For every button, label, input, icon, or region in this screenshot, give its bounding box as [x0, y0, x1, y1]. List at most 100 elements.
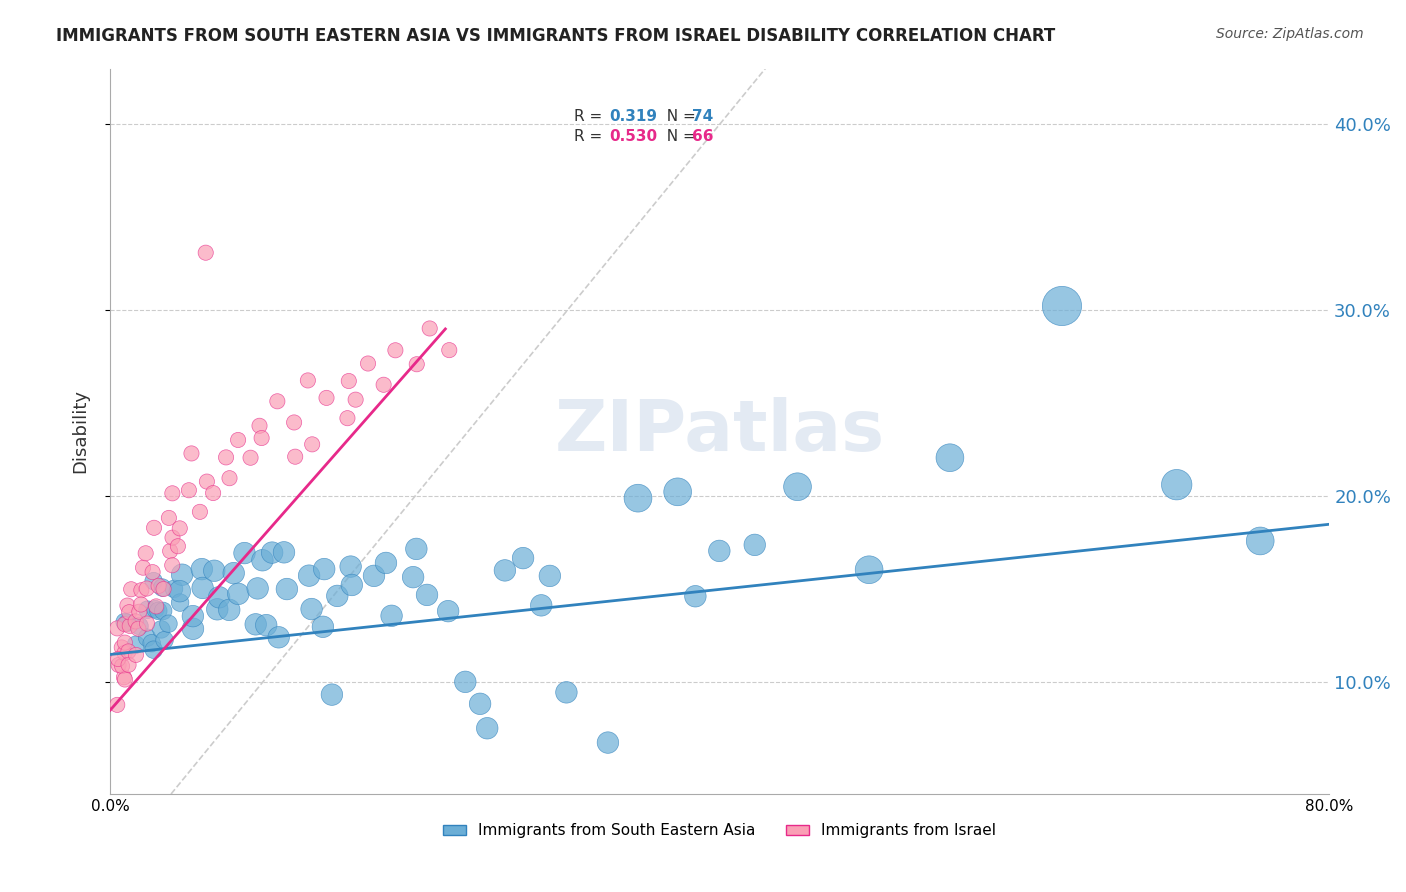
- Point: [233, 546, 256, 560]
- Point: [150, 581, 173, 595]
- Point: [111, 640, 134, 655]
- Point: [181, 622, 204, 636]
- Point: [136, 602, 159, 616]
- Point: [188, 505, 211, 519]
- Point: [142, 565, 165, 579]
- Point: [129, 598, 152, 612]
- Point: [384, 343, 406, 358]
- Point: [114, 673, 136, 687]
- Point: [1249, 533, 1271, 548]
- Text: 66: 66: [692, 129, 713, 145]
- Point: [160, 558, 183, 573]
- Point: [114, 617, 136, 632]
- Point: [744, 538, 766, 552]
- Point: [321, 688, 343, 702]
- Point: [162, 486, 184, 500]
- Point: [191, 581, 214, 595]
- Point: [301, 602, 323, 616]
- Text: 74: 74: [692, 109, 713, 124]
- Point: [177, 483, 200, 498]
- Text: IMMIGRANTS FROM SOUTH EASTERN ASIA VS IMMIGRANTS FROM ISRAEL DISABILITY CORRELAT: IMMIGRANTS FROM SOUTH EASTERN ASIA VS IM…: [56, 27, 1056, 45]
- Point: [117, 615, 139, 630]
- Point: [112, 670, 135, 684]
- Point: [167, 539, 190, 553]
- Point: [118, 619, 141, 633]
- Point: [297, 373, 319, 387]
- Point: [194, 245, 217, 260]
- Point: [148, 579, 170, 593]
- Point: [169, 584, 191, 599]
- Point: [437, 604, 460, 618]
- Point: [125, 638, 148, 652]
- Point: [685, 589, 707, 603]
- Point: [326, 589, 349, 603]
- Point: [336, 411, 359, 425]
- Point: [538, 569, 561, 583]
- Point: [150, 623, 173, 637]
- Point: [1050, 299, 1073, 313]
- Text: R =: R =: [574, 129, 612, 145]
- Point: [172, 567, 194, 582]
- Point: [252, 553, 274, 567]
- Point: [298, 568, 321, 582]
- Point: [858, 563, 880, 577]
- Point: [107, 652, 129, 666]
- Point: [337, 374, 360, 388]
- Point: [627, 491, 650, 505]
- Text: Source: ZipAtlas.com: Source: ZipAtlas.com: [1216, 27, 1364, 41]
- Point: [454, 674, 477, 689]
- Point: [124, 615, 146, 629]
- Text: N =: N =: [657, 109, 700, 124]
- Point: [195, 475, 218, 489]
- Point: [191, 562, 214, 576]
- Point: [218, 603, 240, 617]
- Point: [357, 357, 380, 371]
- Point: [157, 511, 180, 525]
- Point: [245, 617, 267, 632]
- Point: [136, 616, 159, 631]
- Text: ZIPatlas: ZIPatlas: [554, 397, 884, 466]
- Point: [202, 564, 225, 578]
- Point: [157, 616, 180, 631]
- Legend: Immigrants from South Eastern Asia, Immigrants from Israel: Immigrants from South Eastern Asia, Immi…: [437, 817, 1002, 845]
- Point: [142, 574, 165, 589]
- Point: [1166, 477, 1188, 491]
- Point: [153, 633, 176, 648]
- Text: R =: R =: [574, 109, 612, 124]
- Point: [494, 563, 516, 577]
- Point: [120, 582, 142, 597]
- Point: [340, 578, 363, 592]
- Point: [128, 619, 150, 633]
- Point: [301, 437, 323, 451]
- Point: [405, 541, 427, 556]
- Point: [250, 431, 273, 445]
- Point: [143, 521, 166, 535]
- Point: [468, 697, 491, 711]
- Point: [107, 657, 129, 672]
- Point: [145, 599, 167, 614]
- Point: [709, 544, 731, 558]
- Point: [416, 588, 439, 602]
- Point: [208, 591, 231, 605]
- Point: [128, 605, 150, 619]
- Y-axis label: Disability: Disability: [72, 389, 89, 474]
- Point: [266, 394, 288, 409]
- Point: [254, 618, 277, 632]
- Point: [239, 450, 262, 465]
- Point: [596, 735, 619, 749]
- Point: [215, 450, 238, 465]
- Point: [131, 583, 153, 598]
- Point: [135, 546, 157, 560]
- Point: [312, 620, 335, 634]
- Point: [169, 521, 191, 535]
- Point: [226, 433, 249, 447]
- Point: [246, 582, 269, 596]
- Point: [141, 636, 163, 650]
- Point: [111, 659, 134, 673]
- Point: [276, 582, 298, 596]
- Point: [222, 566, 245, 581]
- Point: [117, 644, 139, 658]
- Point: [148, 604, 170, 618]
- Point: [181, 609, 204, 624]
- Point: [373, 377, 395, 392]
